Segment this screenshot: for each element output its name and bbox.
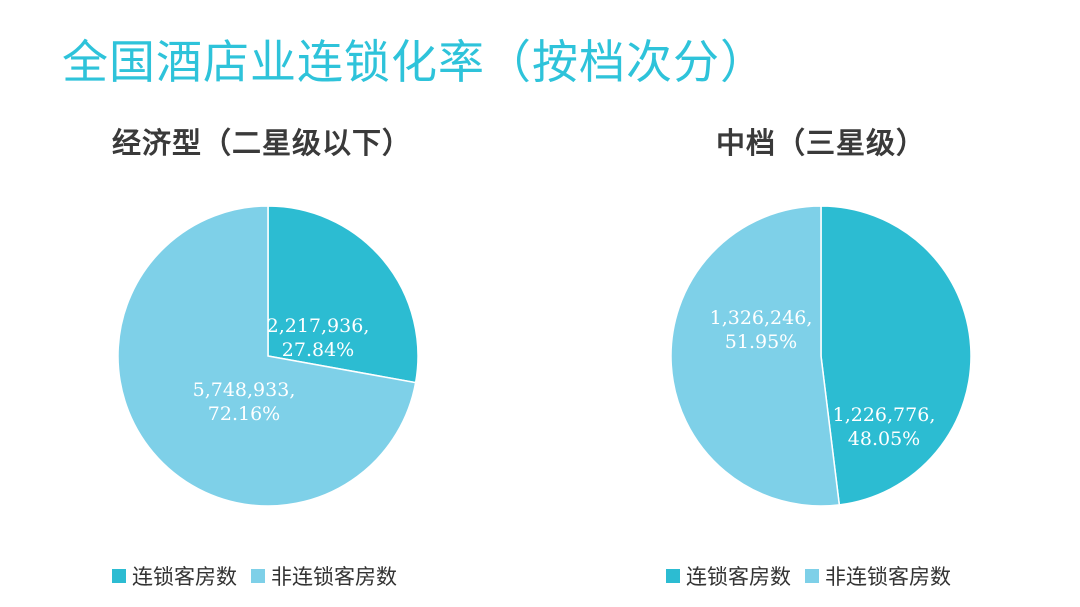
data-label-non-chain: 5,748,933, 72.16%	[193, 379, 296, 425]
legend-item-chain: 连锁客房数	[666, 561, 791, 591]
legend-swatch-non-chain	[805, 569, 819, 583]
chart-title-midscale: 中档（三星级）	[716, 126, 927, 160]
legend-label-chain: 连锁客房数	[686, 565, 791, 589]
legend-swatch-non-chain	[251, 569, 265, 583]
data-label-non-chain: 1,326,246, 51.95%	[710, 307, 813, 353]
page-title: 全国酒店业连锁化率（按档次分）	[62, 35, 767, 89]
data-label-value: 2,217,936,	[267, 315, 370, 337]
legend-swatch-chain	[666, 569, 680, 583]
data-label-percent: 51.95%	[725, 331, 797, 353]
data-label-percent: 48.05%	[848, 428, 920, 450]
pie-slice-chain	[267, 205, 419, 384]
data-label-value: 1,326,246,	[710, 307, 813, 329]
data-label-chain: 1,226,776, 48.05%	[833, 404, 936, 450]
pie-chart-economy: 2,217,936, 27.84% 5,748,933, 72.16%	[117, 205, 419, 507]
legend-swatch-chain	[112, 569, 126, 583]
data-label-percent: 27.84%	[282, 339, 354, 361]
chart-title-economy: 经济型（二星级以下）	[112, 126, 413, 160]
data-label-value: 1,226,776,	[833, 404, 936, 426]
legend-midscale: 连锁客房数 非连锁客房数	[666, 561, 965, 591]
pie-slice-chain	[820, 205, 972, 506]
legend-item-non-chain: 非连锁客房数	[805, 561, 951, 591]
data-label-chain: 2,217,936, 27.84%	[267, 315, 370, 361]
data-label-percent: 72.16%	[208, 403, 280, 425]
legend-item-chain: 连锁客房数	[112, 561, 237, 591]
legend-economy: 连锁客房数 非连锁客房数	[112, 561, 411, 591]
legend-label-non-chain: 非连锁客房数	[825, 565, 951, 589]
data-label-value: 5,748,933,	[193, 379, 296, 401]
legend-label-non-chain: 非连锁客房数	[271, 565, 397, 589]
pie-slice-non-chain	[670, 205, 841, 507]
pie-slice-non-chain	[117, 205, 417, 507]
legend-label-chain: 连锁客房数	[132, 565, 237, 589]
pie-chart-midscale: 1,226,776, 48.05% 1,326,246, 51.95%	[670, 205, 972, 507]
legend-item-non-chain: 非连锁客房数	[251, 561, 397, 591]
